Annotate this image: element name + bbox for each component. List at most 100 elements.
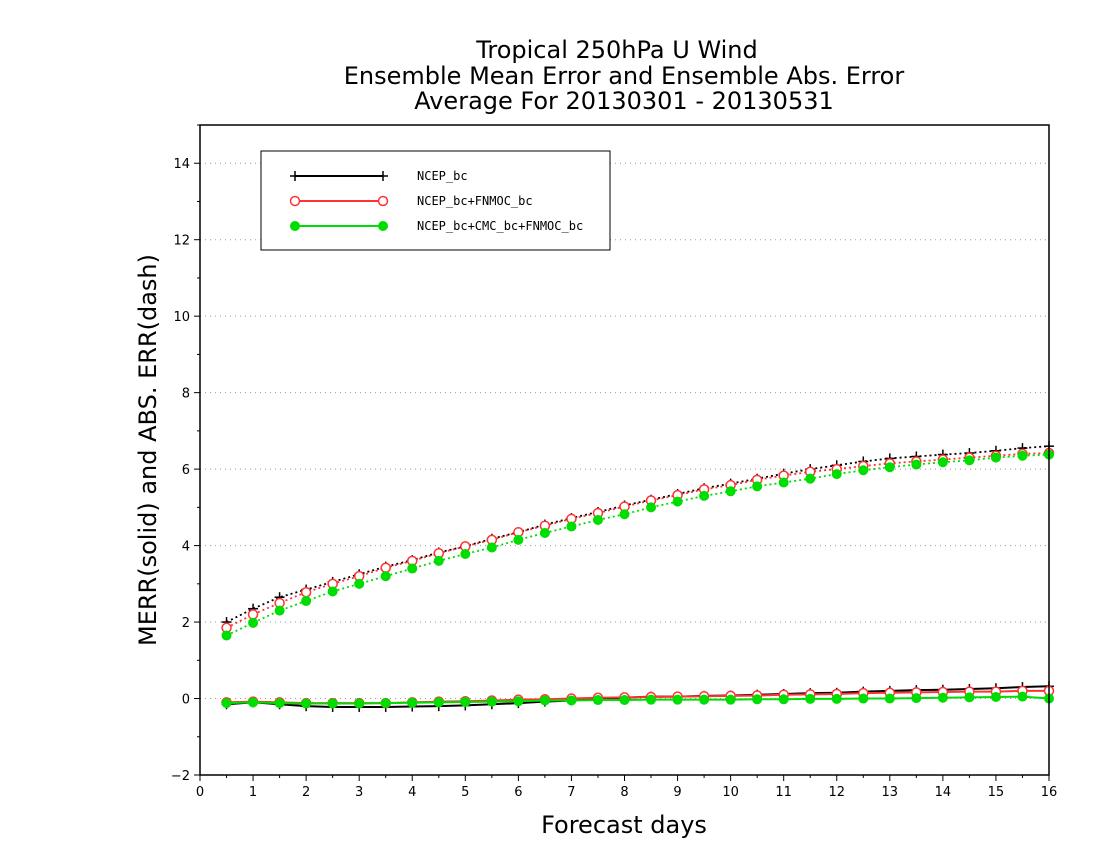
abs-error-point [539, 527, 550, 538]
mean-error-point [460, 696, 471, 707]
y-tick-label: 2 [182, 616, 190, 631]
mean-error-point [407, 697, 418, 708]
abs-error-point [486, 542, 497, 553]
grid-lines [200, 162, 1049, 776]
x-tick-label: 10 [722, 785, 739, 800]
y-tick-label: 10 [173, 310, 190, 325]
x-tick-label: 9 [673, 785, 681, 800]
abs-error-line [226, 452, 1050, 629]
abs-error-point [646, 502, 657, 513]
mean-error-point [937, 692, 948, 703]
abs-error-point [964, 455, 975, 466]
title-line-3: Average For 20130301 - 20130531 [414, 87, 834, 115]
legend-label: NCEP_bc+CMC_bc+FNMOC_bc [417, 219, 583, 233]
series-2 [221, 449, 1054, 709]
mean-error-point [301, 698, 312, 709]
chart-title: Tropical 250hPa U Wind Ensemble Mean Err… [344, 36, 905, 115]
x-tick-label: 3 [355, 785, 363, 800]
mean-error-point [248, 697, 259, 708]
y-tick-label: 6 [182, 463, 190, 478]
abs-error-point [805, 473, 816, 484]
y-tick-label: 12 [173, 234, 190, 249]
abs-error-point [699, 490, 710, 501]
mean-error-point [380, 698, 391, 709]
mean-error-point [513, 696, 524, 707]
mean-error-point [911, 693, 922, 704]
x-tick-label: 15 [988, 785, 1005, 800]
y-tick-label: 0 [182, 693, 190, 708]
abs-error-point [672, 496, 683, 507]
abs-error-point [407, 563, 418, 574]
series-layer [221, 441, 1055, 712]
abs-error-line [226, 453, 1050, 637]
abs-error-point [433, 555, 444, 566]
abs-error-point [380, 571, 391, 582]
abs-error-point [937, 457, 948, 468]
abs-error-point [354, 578, 365, 589]
mean-error-point [778, 694, 789, 705]
x-tick-label: 7 [567, 785, 575, 800]
mean-error-point [592, 695, 603, 706]
mean-error-point [274, 698, 285, 709]
abs-error-point [778, 477, 789, 488]
mean-error-point [964, 692, 975, 703]
x-tick-label: 2 [302, 785, 310, 800]
abs-error-point [247, 609, 259, 620]
abs-error-point [380, 562, 391, 574]
abs-error-point [460, 549, 471, 559]
mean-error-point [752, 694, 763, 705]
legend-marker-left [290, 221, 300, 231]
legend: NCEP_bc NCEP_bc+FNMOC_bc NCEP_bc+CMC_bc+FN… [260, 150, 611, 251]
series-1 [221, 447, 1055, 709]
series-0 [221, 441, 1054, 712]
abs-error-point [1017, 450, 1028, 461]
legend-marker-left [289, 195, 301, 207]
y-tick-label: 8 [182, 387, 190, 402]
x-tick-label: 1 [249, 785, 257, 800]
legend-label: NCEP_bc [417, 169, 468, 183]
legend-marker-right [378, 171, 388, 181]
title-line-1: Tropical 250hPa U Wind [475, 36, 758, 64]
mean-error-point [327, 698, 338, 709]
mean-error-point [433, 697, 444, 708]
x-tick-label: 14 [935, 785, 952, 800]
mean-error-point [539, 695, 550, 706]
abs-error-point [725, 486, 736, 497]
abs-error-point [592, 514, 603, 525]
abs-error-point [831, 469, 842, 480]
legend-label: NCEP_bc+FNMOC_bc [417, 194, 533, 208]
legend-entry-2: NCEP_bc+CMC_bc+FNMOC_bc [290, 219, 583, 233]
mean-error-point [1017, 691, 1028, 702]
legend-entry-0: NCEP_bc [290, 169, 468, 183]
abs-error-point [300, 586, 312, 598]
abs-error-point [248, 617, 259, 628]
mean-error-point [646, 694, 657, 705]
x-tick-label: 8 [620, 785, 628, 800]
mean-error-point [805, 693, 816, 704]
abs-error-point [513, 534, 524, 545]
x-tick-label: 12 [828, 785, 845, 800]
abs-error-point [884, 462, 895, 473]
x-tick-label: 0 [196, 785, 204, 800]
x-tick-label: 6 [514, 785, 522, 800]
legend-marker-right [377, 195, 389, 207]
y-tick-label: −2 [171, 769, 190, 784]
abs-error-point [911, 459, 922, 470]
x-tick-label: 13 [882, 785, 899, 800]
mean-error-point [672, 694, 683, 705]
mean-error-point [486, 696, 497, 707]
plot-frame [199, 124, 1050, 776]
y-tick-label: 14 [173, 157, 190, 172]
abs-error-point [990, 452, 1001, 463]
legend-entry-1: NCEP_bc+FNMOC_bc [289, 194, 533, 208]
mean-error-point [990, 692, 1001, 702]
legend-marker-right [378, 221, 388, 231]
abs-error-point [221, 630, 232, 641]
abs-error-point [327, 586, 338, 597]
y-axis-label: MERR(solid) and ABS. ERR(dash) [134, 254, 162, 646]
mean-error-point [831, 693, 842, 704]
abs-error-point [274, 605, 285, 616]
mean-error-line [226, 689, 1049, 705]
